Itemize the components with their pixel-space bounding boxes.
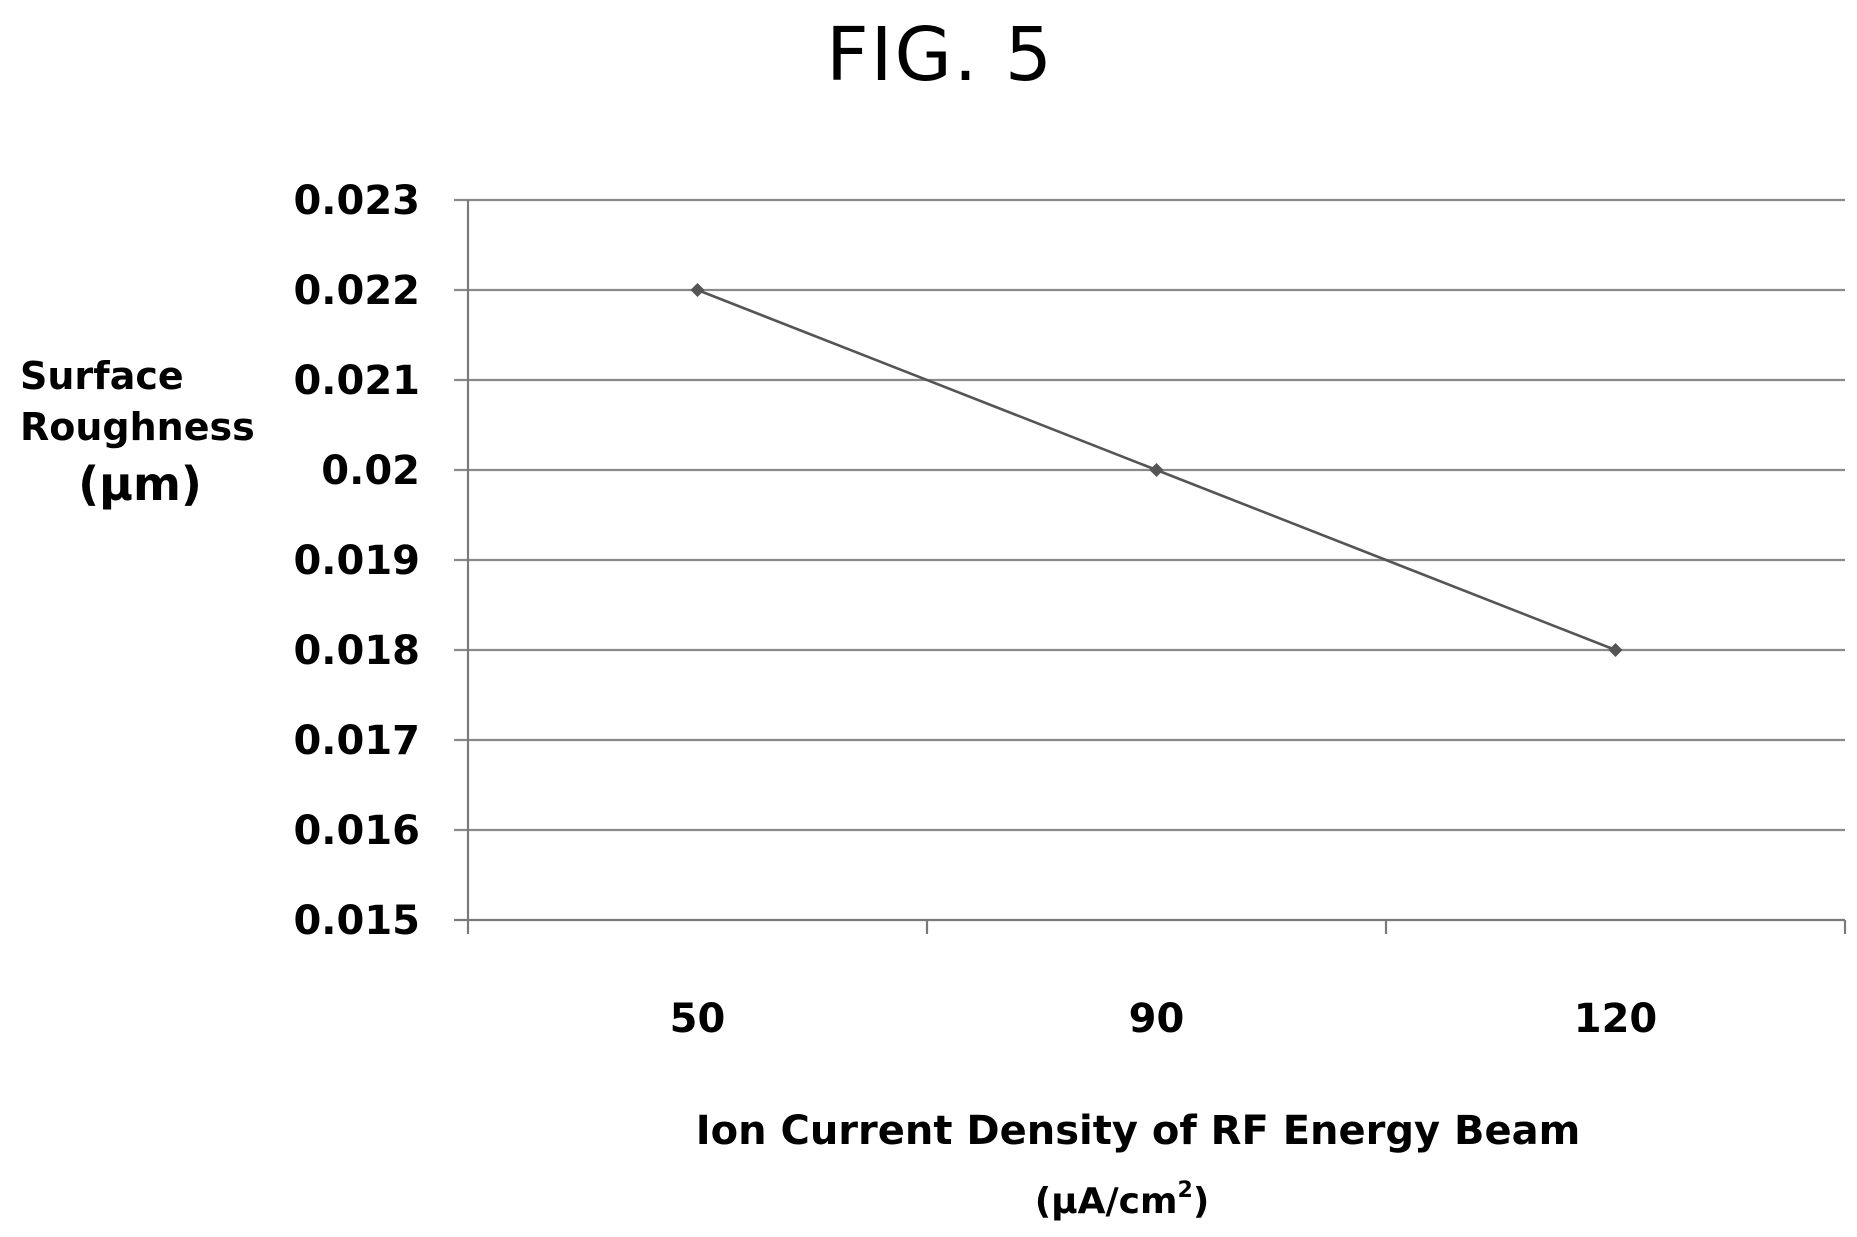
x-axis-title: Ion Current Density of RF Energy Beam bbox=[696, 1108, 1581, 1154]
y-tick-label: 0.015 bbox=[293, 898, 420, 944]
figure-title: FIG. 5 bbox=[826, 12, 1054, 98]
y-tick-label: 0.02 bbox=[321, 448, 420, 494]
y-tick-label: 0.018 bbox=[293, 628, 420, 674]
x-tick-labels: 50 90 120 bbox=[670, 996, 1658, 1042]
data-point-marker bbox=[690, 283, 705, 297]
series-surface-roughness bbox=[690, 283, 1623, 657]
x-axis-unit: (µA/cm2) bbox=[1035, 1178, 1210, 1222]
data-point-marker bbox=[1149, 463, 1164, 477]
y-axis-title-line-2: Roughness bbox=[20, 405, 255, 449]
x-tick-label: 50 bbox=[670, 996, 726, 1042]
y-tick-label: 0.017 bbox=[293, 718, 420, 764]
x-axis bbox=[454, 200, 1847, 934]
y-tick-label: 0.016 bbox=[293, 808, 420, 854]
y-axis-unit: (µm) bbox=[78, 457, 202, 511]
y-axis-title: Surface Roughness (µm) bbox=[20, 354, 255, 511]
x-axis-unit-superscript: 2 bbox=[1178, 1178, 1193, 1203]
x-tick-label: 90 bbox=[1129, 996, 1185, 1042]
y-tick-label: 0.023 bbox=[293, 178, 420, 224]
y-tick-labels: 0.015 0.016 0.017 0.018 0.019 0.02 0.021 0.022 0… bbox=[293, 178, 420, 944]
y-axis-title-line-1: Surface bbox=[20, 354, 184, 398]
y-tick-label: 0.022 bbox=[293, 268, 420, 314]
y-tick-label: 0.021 bbox=[293, 358, 420, 404]
y-tick-label: 0.019 bbox=[293, 538, 420, 584]
x-tick-label: 120 bbox=[1574, 996, 1658, 1042]
data-point-marker bbox=[1608, 643, 1623, 657]
gridlines bbox=[454, 198, 1845, 832]
